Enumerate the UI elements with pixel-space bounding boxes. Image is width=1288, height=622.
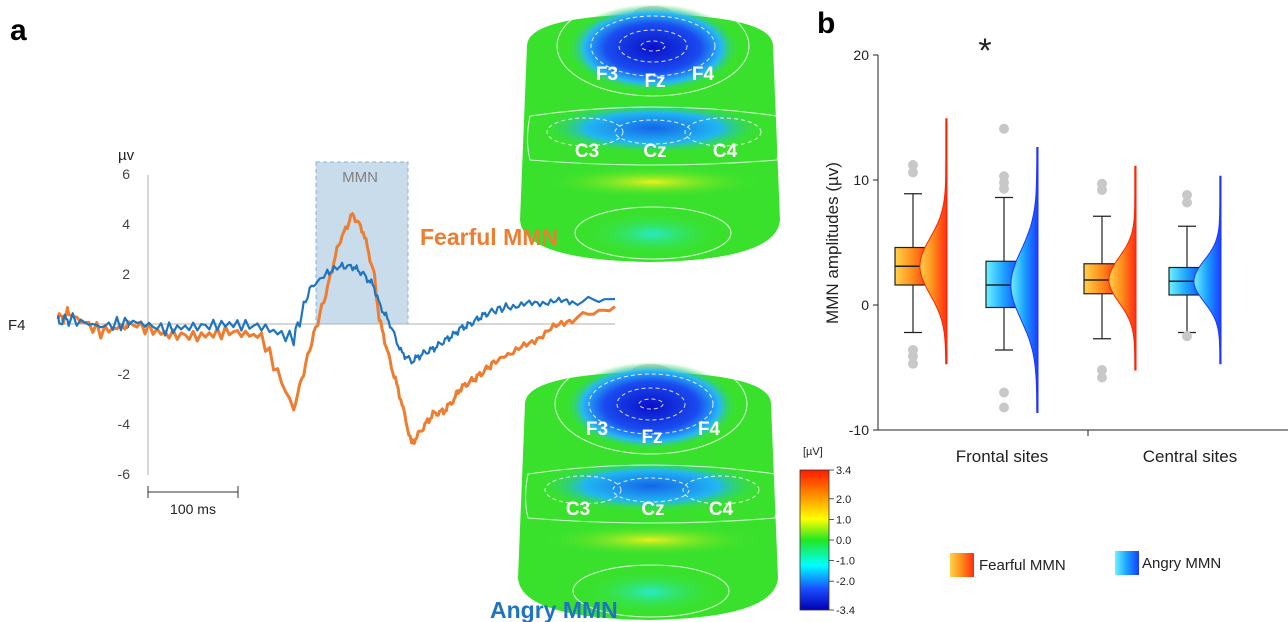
box-outlier	[908, 351, 918, 362]
mmn-window	[315, 161, 409, 325]
angry-title: Angry MMN	[490, 597, 618, 622]
box-outlier	[999, 123, 1009, 134]
electrode-c4: C4	[713, 141, 738, 162]
box-outlier	[1182, 197, 1192, 208]
box-outlier	[1097, 365, 1107, 375]
category-central: Central sites	[1143, 447, 1237, 466]
erp-lines	[56, 212, 616, 445]
erp-y-tick-label: 2	[122, 266, 130, 282]
colorbar-tick-label: 1.0	[836, 514, 851, 526]
panel-b-label: b	[817, 7, 835, 40]
box-y-label: MMN amplitudes (µv)	[823, 162, 842, 324]
box-frontal-angry	[985, 123, 1039, 413]
violin-cloud	[1108, 165, 1137, 371]
erp-series-angry-mmn	[56, 261, 616, 365]
electrode-cz: Cz	[643, 141, 666, 162]
legend-swatch-angry	[1115, 551, 1139, 575]
box-outlier	[1182, 190, 1192, 200]
scalp-angry	[517, 353, 779, 621]
colorbar-tick-label: 3.4	[836, 465, 851, 477]
colorbar-tick-label: 0.0	[836, 535, 851, 547]
colorbar-gradient	[799, 469, 830, 611]
box-outlier	[999, 183, 1009, 194]
box-outlier	[1097, 372, 1107, 383]
colorbar-ticks: 3.4 2.0 1.0 0.0 -1.0 -2.0 -3.4	[829, 465, 855, 617]
box-marks	[894, 118, 1222, 413]
erp-y-tick-label: -2	[118, 366, 131, 382]
topomap-angry: F3 Fz F4 C3 Cz C4	[517, 353, 779, 621]
electrode-f3: F3	[596, 64, 618, 85]
box-outlier	[908, 160, 918, 170]
box-y-tick-label: 10	[853, 172, 869, 188]
scalebar-label: 100 ms	[170, 501, 216, 517]
colorbar-tick-label: -1.0	[836, 556, 855, 568]
electrode-f3: F3	[586, 419, 608, 440]
violin-cloud	[1010, 147, 1039, 413]
erp-scalebar: 100 ms	[147, 486, 239, 517]
erp-y-tick-label: 4	[122, 216, 130, 232]
mmn-window-label: MMN	[342, 169, 378, 186]
box-y-tick-label: 0	[861, 297, 869, 313]
violin-cloud	[1193, 175, 1222, 365]
colorbar-tick-label: -3.4	[836, 605, 855, 617]
box-central-fearful	[1083, 165, 1137, 383]
erp-y-tick-label: -6	[118, 466, 131, 482]
electrode-f4: F4	[698, 419, 721, 440]
box-central-angry	[1168, 175, 1222, 365]
legend: Fearful MMN Angry MMN	[950, 551, 1221, 577]
fearful-title: Fearful MMN	[420, 224, 558, 250]
erp-channel-label: F4	[8, 317, 26, 334]
erp-series-fearful-mmn	[56, 212, 616, 445]
colorbar: [µV] 3.4 2.0 1.0 0.0 -1.0 -2.0 -3.4	[799, 446, 855, 617]
box-outlier	[999, 387, 1009, 398]
electrode-fz: Fz	[641, 427, 662, 448]
legend-label-fearful: Fearful MMN	[979, 557, 1066, 574]
significance-marker: *	[978, 32, 991, 70]
box-outlier	[1182, 331, 1192, 342]
panel-a-label: a	[10, 14, 27, 47]
legend-swatch-fearful	[950, 553, 974, 577]
electrode-f4: F4	[692, 64, 715, 85]
category-frontal: Frontal sites	[956, 447, 1049, 466]
erp-unit-label: µv	[118, 147, 135, 164]
electrode-c3: C3	[566, 499, 590, 520]
box-outlier	[1097, 185, 1107, 195]
electrode-cz: Cz	[641, 499, 664, 520]
scalp-fearful	[519, 0, 781, 263]
electrode-c3: C3	[575, 141, 599, 162]
box-y-tick-label: -10	[849, 422, 869, 438]
box-y-ticks: 20 10 0 -10	[849, 47, 878, 438]
electrode-fz: Fz	[644, 71, 665, 92]
box-outlier	[908, 358, 918, 369]
box-outlier	[999, 402, 1009, 413]
topomap-fearful: F3 Fz F4 C3 Cz C4	[519, 0, 781, 263]
erp-y-tick-label: 6	[122, 166, 130, 182]
colorbar-tick-label: 2.0	[836, 494, 851, 506]
legend-label-angry: Angry MMN	[1142, 555, 1221, 572]
box-plot: 20 10 0 -10 MMN amplitudes (µv) * Frontal s…	[823, 32, 1288, 466]
box-frontal-fearful	[894, 118, 948, 369]
colorbar-tick-label: -2.0	[836, 576, 855, 588]
colorbar-unit: [µV]	[803, 446, 823, 458]
erp-y-tick-label: -4	[118, 416, 131, 432]
violin-cloud	[919, 118, 948, 365]
electrode-c4: C4	[709, 499, 734, 520]
box-outlier	[908, 167, 918, 178]
box-y-tick-label: 20	[853, 47, 869, 63]
